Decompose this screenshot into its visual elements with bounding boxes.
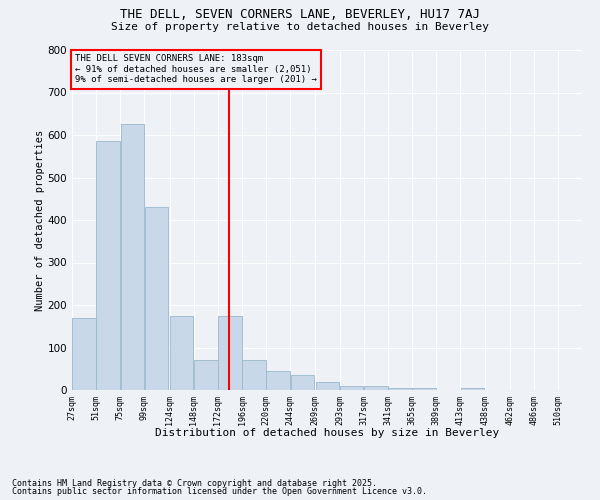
Text: Contains HM Land Registry data © Crown copyright and database right 2025.: Contains HM Land Registry data © Crown c… (12, 478, 377, 488)
Bar (266, 371, 290, 390)
Text: THE DELL SEVEN CORNERS LANE: 183sqm
← 91% of detached houses are smaller (2,051): THE DELL SEVEN CORNERS LANE: 183sqm ← 91… (75, 54, 317, 84)
Bar (242, 360, 266, 390)
Y-axis label: Number of detached properties: Number of detached properties (35, 130, 45, 310)
Text: Contains public sector information licensed under the Open Government Licence v3: Contains public sector information licen… (12, 487, 427, 496)
Bar (170, 316, 193, 390)
Bar (218, 316, 242, 390)
Bar (340, 386, 364, 390)
Text: THE DELL, SEVEN CORNERS LANE, BEVERLEY, HU17 7AJ: THE DELL, SEVEN CORNERS LANE, BEVERLEY, … (120, 8, 480, 20)
Bar (72, 318, 96, 390)
Bar (364, 386, 388, 390)
Bar (290, 375, 314, 390)
Bar (194, 360, 218, 390)
Bar (316, 382, 340, 390)
Bar (461, 388, 484, 390)
Bar (121, 124, 144, 390)
Text: Size of property relative to detached houses in Beverley: Size of property relative to detached ho… (111, 22, 489, 32)
Bar (388, 388, 412, 390)
Bar (145, 207, 169, 390)
Bar (97, 142, 120, 390)
Bar (412, 388, 436, 390)
X-axis label: Distribution of detached houses by size in Beverley: Distribution of detached houses by size … (155, 428, 499, 438)
